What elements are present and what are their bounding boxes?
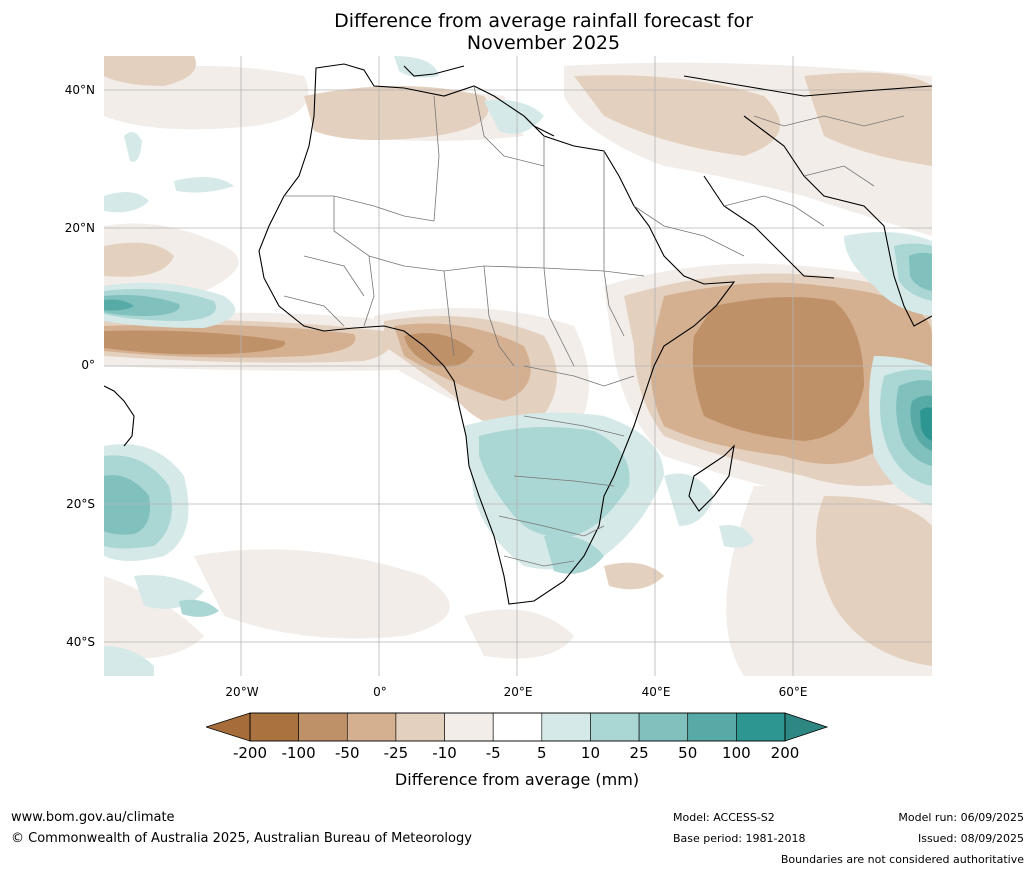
lon-label-20w: 20°W (225, 685, 259, 699)
colorbar-tick-label: -50 (335, 744, 360, 762)
rainfall-anomaly-map (104, 56, 932, 676)
colorbar-segment (638, 712, 689, 742)
lon-label-0: 0° (373, 685, 387, 699)
colorbar-tick-label: -5 (485, 744, 501, 762)
footer-disclaimer: Boundaries are not considered authoritat… (780, 853, 1024, 866)
footer-copyright: © Commonwealth of Australia 2025, Austra… (11, 831, 472, 846)
coastlines (104, 63, 932, 605)
colorbar-segment (298, 712, 348, 742)
lon-label-60e: 60°E (778, 685, 808, 699)
colorbar-segment (492, 712, 543, 742)
colorbar-high-arrow (784, 712, 829, 742)
colorbar-tick-label: 50 (678, 744, 698, 762)
colorbar-label: Difference from average (mm) (394, 770, 640, 789)
title-line-2: November 2025 (466, 32, 621, 54)
lon-label-20e: 20°E (503, 685, 533, 699)
footer-model-run: Model run: 06/09/2025 (898, 811, 1024, 824)
colorbar-tick-label: 100 (722, 744, 751, 762)
footer-url[interactable]: www.bom.gov.au/climate (11, 810, 175, 825)
colorbar-low-arrow (206, 712, 251, 742)
colorbar-segment (687, 712, 737, 742)
dry-anomaly-very-strong (104, 297, 864, 441)
wet-anomaly-extreme (920, 407, 932, 441)
footer-issued: Issued: 08/09/2025 (917, 832, 1024, 845)
colorbar-segment (541, 712, 591, 742)
colorbar-segment (736, 712, 786, 742)
colorbar-tick-label: 5 (537, 744, 547, 762)
title-line-1: Difference from average rainfall forecas… (334, 10, 753, 32)
country-borders (283, 85, 905, 567)
map-title: Difference from average rainfall forecas… (0, 10, 1035, 54)
colorbar-segment (346, 712, 397, 742)
colorbar-tick-label: 200 (770, 744, 800, 762)
lat-label-40s: 40°S (66, 635, 95, 649)
lon-label-40e: 40°E (641, 685, 671, 699)
colorbar-tick-label: -200 (232, 744, 268, 762)
footer-base-period: Base period: 1981-2018 (673, 832, 806, 845)
footer-model: Model: ACCESS-S2 (673, 811, 775, 824)
colorbar-segment (590, 712, 640, 742)
colorbar-segment (444, 712, 494, 742)
colorbar-tick-label: -100 (281, 744, 316, 762)
lat-label-20n: 20°N (64, 221, 95, 235)
lat-label-20s: 20°S (66, 497, 95, 511)
lat-label-0: 0° (81, 358, 95, 372)
colorbar-tick-label: -10 (432, 744, 457, 762)
graticule (104, 56, 932, 676)
map-canvas (104, 56, 932, 676)
colorbar-tick-label: 10 (580, 744, 600, 762)
colorbar-tick-label: -25 (383, 744, 409, 762)
colorbar-tick-label: 25 (629, 744, 649, 762)
colorbar (206, 712, 829, 742)
lat-label-40n: 40°N (64, 83, 95, 97)
colorbar-segment (249, 712, 299, 742)
colorbar-segment (395, 712, 445, 742)
